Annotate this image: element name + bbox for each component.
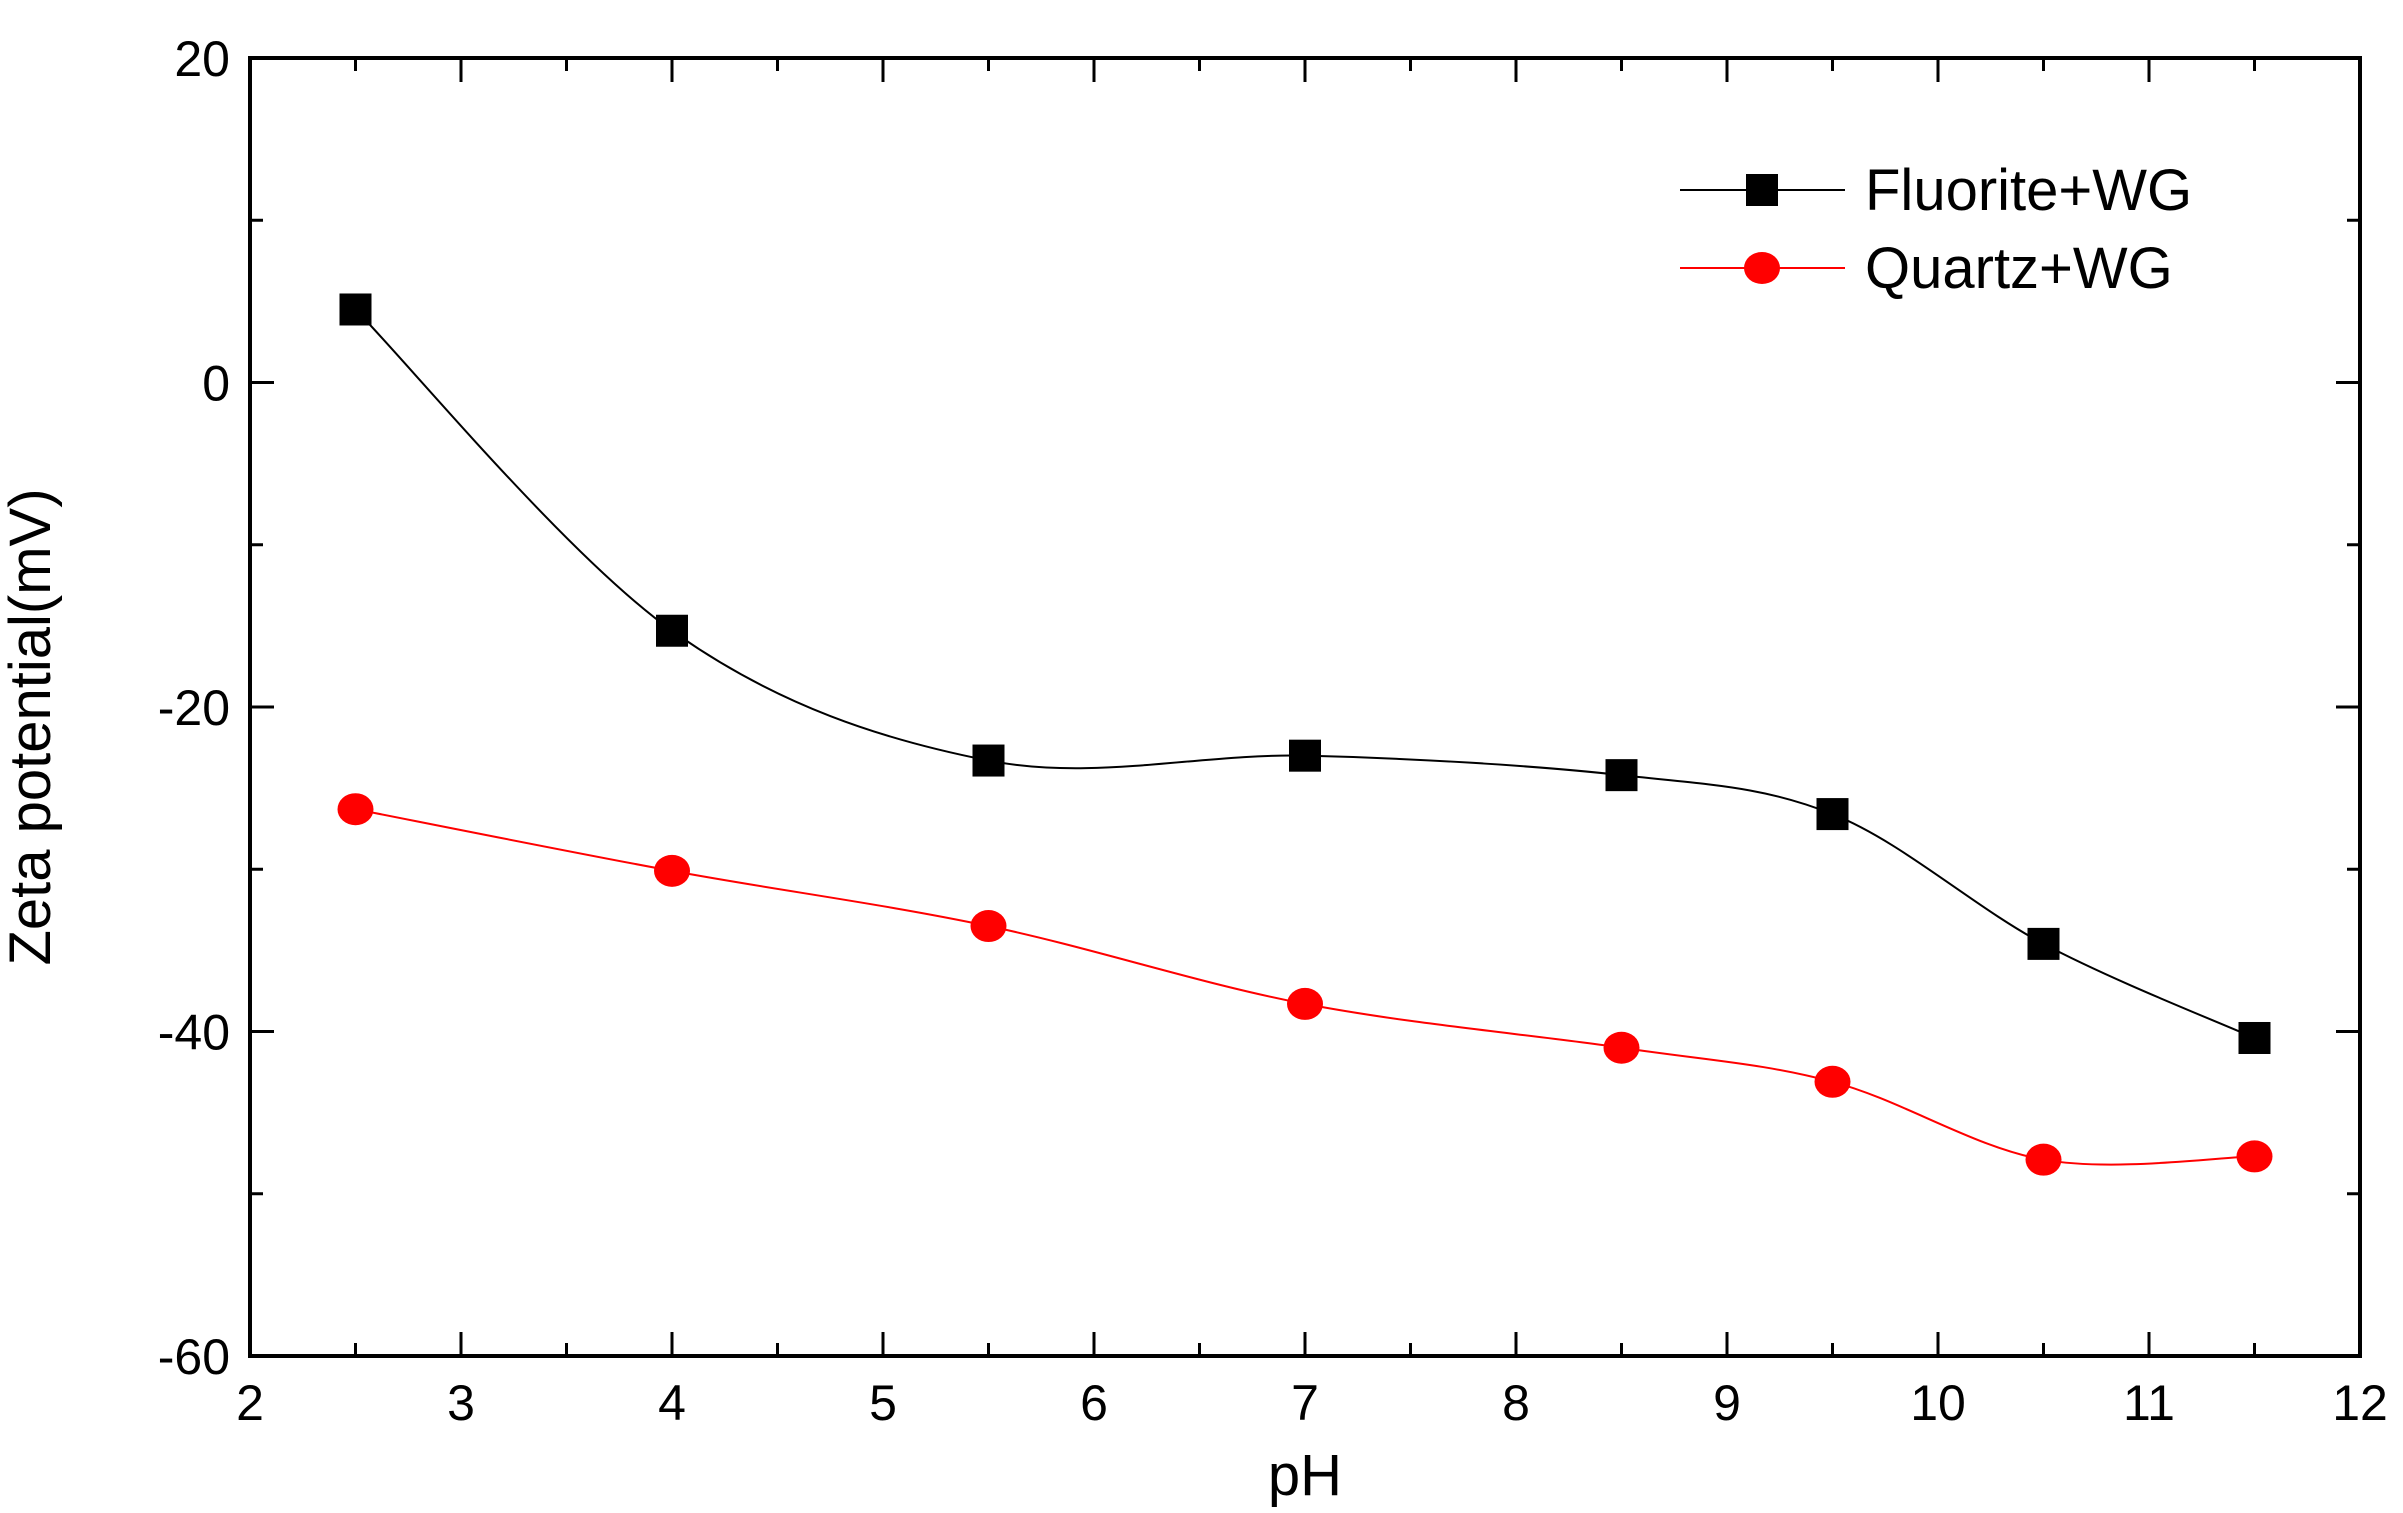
data-point	[339, 293, 372, 326]
y-axis-title: Zeta potential(mV)	[0, 488, 63, 965]
data-point	[656, 614, 688, 647]
data-point	[337, 793, 374, 826]
series-quartz-wg	[337, 793, 2273, 1176]
legend-label: Fluorite+WG	[1865, 158, 2192, 223]
x-tick-label: 6	[1080, 1375, 1108, 1431]
data-point	[1287, 987, 1323, 1020]
series-line	[355, 808, 2255, 1166]
y-tick-label: -40	[158, 1005, 230, 1061]
axes: 2 3 4 5 6 7 8 9 10 11 12 -60 -40 -20 0 20	[158, 31, 2388, 1431]
x-tick-label: 2	[236, 1375, 264, 1431]
legend-marker	[1746, 174, 1778, 206]
data-point	[970, 910, 1007, 943]
data-point	[2238, 1021, 2271, 1054]
legend: Fluorite+WG Quartz+WG	[1680, 158, 2192, 301]
series-fluorite-wg	[339, 293, 2271, 1054]
y-tick-label: 0	[202, 356, 230, 412]
x-axis-title: pH	[1268, 1443, 1342, 1508]
data-point	[1605, 759, 1638, 792]
legend-item: Fluorite+WG	[1680, 158, 2192, 223]
x-tick-label: 12	[2332, 1375, 2388, 1431]
legend-marker	[1744, 252, 1780, 284]
data-point	[1603, 1031, 1640, 1064]
y-tick-label: -20	[158, 680, 230, 736]
series-line	[354, 308, 2255, 1039]
y-tick-label: 20	[174, 31, 230, 87]
data-point	[2025, 1143, 2062, 1176]
x-tick-label: 3	[447, 1375, 475, 1431]
x-tick-label: 10	[1910, 1375, 1966, 1431]
legend-label: Quartz+WG	[1865, 236, 2173, 301]
x-tick-label: 8	[1502, 1375, 1530, 1431]
x-tick-label: 9	[1713, 1375, 1741, 1431]
x-tick-label: 11	[2123, 1375, 2175, 1431]
data-point	[2236, 1140, 2273, 1173]
data-point	[2027, 927, 2060, 960]
data-point	[1814, 1065, 1851, 1098]
x-tick-label: 5	[869, 1375, 897, 1431]
x-tick-label: 7	[1291, 1375, 1319, 1431]
data-point	[972, 744, 1005, 777]
data-point	[654, 854, 690, 887]
x-tick-label: 4	[658, 1375, 686, 1431]
data-point	[1289, 739, 1321, 772]
y-tick-label: -60	[158, 1329, 230, 1385]
legend-item: Quartz+WG	[1680, 236, 2173, 301]
data-point	[1816, 798, 1849, 831]
series-layer	[337, 293, 2273, 1176]
